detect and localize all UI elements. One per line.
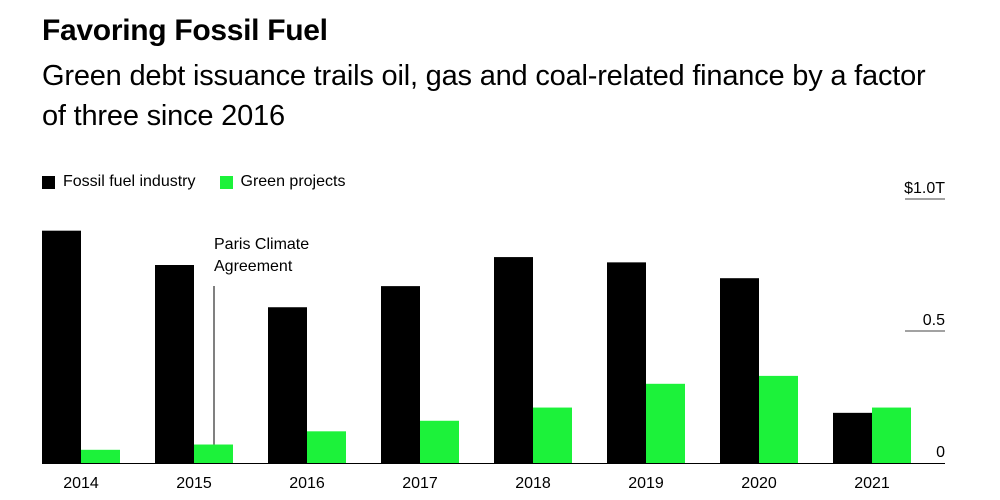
bar-green-2015 <box>194 444 233 463</box>
bar-fossil-2016 <box>268 307 307 463</box>
y-tick-label-2: $1.0T <box>904 180 945 197</box>
x-tick-label-2016: 2016 <box>289 475 325 492</box>
chart-title: Favoring Fossil Fuel <box>42 14 328 47</box>
bar-green-2018 <box>533 407 572 463</box>
bar-green-2019 <box>646 383 685 463</box>
y-tick-label-1: 0.5 <box>923 312 945 329</box>
paris-annotation: Paris Climate Agreement <box>213 236 309 445</box>
bar-fossil-2020 <box>720 278 759 463</box>
bar-green-2020 <box>759 375 798 463</box>
x-tick-label-2015: 2015 <box>176 475 212 492</box>
bar-fossil-2018 <box>494 257 533 463</box>
chart-subtitle: Green debt issuance trails oil, gas and … <box>42 60 926 132</box>
y-tick-label-0: 0 <box>936 444 945 461</box>
x-tick-label-2014: 2014 <box>63 475 99 492</box>
bar-green-2014 <box>81 449 120 463</box>
bar-fossil-2019 <box>607 262 646 463</box>
legend-item-green: Green projects <box>219 173 346 191</box>
gridlines <box>42 198 945 464</box>
x-tick-label-2017: 2017 <box>402 475 438 492</box>
x-tick-label-2018: 2018 <box>515 475 551 492</box>
annotation-line-2: Agreement <box>214 258 293 275</box>
x-tick-label-2019: 2019 <box>628 475 664 492</box>
bars <box>42 230 911 463</box>
x-tick-label-2021: 2021 <box>854 475 890 492</box>
annotation-line-1: Paris Climate <box>214 236 309 253</box>
x-axis-labels: 2014 2015 2016 2017 2018 2019 2020 2021 <box>63 475 890 492</box>
y-axis-labels: 0 0.5 $1.0T <box>904 180 945 461</box>
bar-fossil-2015 <box>155 265 194 463</box>
legend-swatch-fossil <box>42 175 55 189</box>
legend: Fossil fuel industry Green projects <box>42 173 369 191</box>
bar-green-2017 <box>420 420 459 463</box>
bar-green-2021 <box>872 407 911 463</box>
bar-fossil-2021 <box>833 412 872 463</box>
legend-item-fossil: Fossil fuel industry <box>42 173 196 191</box>
x-tick-label-2020: 2020 <box>741 475 777 492</box>
bar-fossil-2017 <box>381 286 420 463</box>
legend-swatch-green <box>219 175 233 189</box>
bar-green-2016 <box>307 431 346 463</box>
legend-label-green: Green projects <box>240 173 346 190</box>
legend-label-fossil: Fossil fuel industry <box>63 173 196 190</box>
bar-fossil-2014 <box>42 230 81 463</box>
